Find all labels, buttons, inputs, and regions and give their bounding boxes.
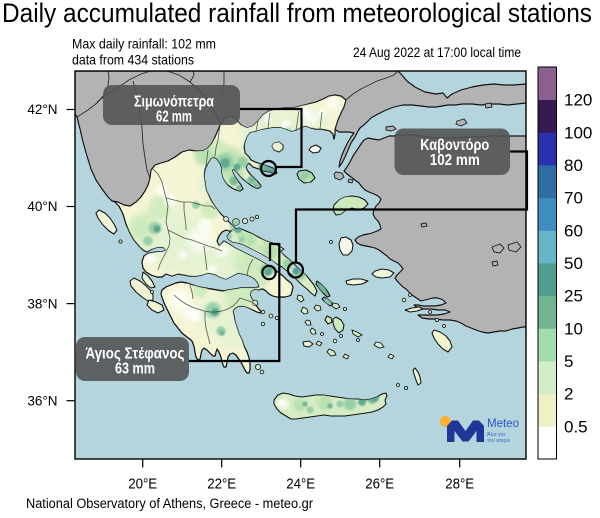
svg-text:62 mm: 62 mm [156,109,192,126]
svg-text:Σιμωνόπετρα: Σιμωνόπετρα [134,94,214,111]
svg-text:0.5: 0.5 [564,417,588,436]
svg-text:50: 50 [564,254,583,273]
svg-text:Άγιος Στέφανος: Άγιος Στέφανος [86,346,185,363]
svg-text:22°E: 22°E [207,477,236,493]
svg-text:Καβοντόρο: Καβοντόρο [420,137,489,154]
svg-text:Daily accumulated rainfall fro: Daily accumulated rainfall from meteorol… [2,0,592,28]
svg-text:42°N: 42°N [27,102,57,117]
svg-text:70: 70 [564,189,583,208]
svg-text:20°E: 20°E [128,477,157,493]
svg-text:τον καιρό: τον καιρό [487,437,510,444]
svg-text:36°N: 36°N [27,393,57,408]
svg-text:38°N: 38°N [27,296,57,311]
svg-text:5: 5 [564,352,573,371]
svg-text:28°E: 28°E [445,477,474,493]
svg-text:Meteo: Meteo [487,418,519,430]
svg-text:120: 120 [564,91,592,110]
svg-text:Max daily rainfall: 102 mm: Max daily rainfall: 102 mm [72,37,216,52]
svg-text:26°E: 26°E [365,477,394,493]
svg-text:24 Aug 2022 at 17:00 local tim: 24 Aug 2022 at 17:00 local time [353,45,521,60]
svg-text:60: 60 [564,221,583,240]
svg-text:Άλα για: Άλα για [487,432,506,438]
svg-text:24°E: 24°E [286,477,315,493]
svg-text:data from 434 stations: data from 434 stations [72,53,194,68]
svg-text:102 mm: 102 mm [430,152,480,169]
svg-text:10: 10 [564,319,583,338]
svg-text:2: 2 [564,385,573,404]
svg-text:40°N: 40°N [27,199,57,214]
svg-text:80: 80 [564,156,583,175]
svg-text:National Observatory of Athens: National Observatory of Athens, Greece -… [26,496,314,511]
svg-text:25: 25 [564,287,583,306]
svg-text:100: 100 [564,123,592,142]
svg-text:63 mm: 63 mm [115,361,155,378]
